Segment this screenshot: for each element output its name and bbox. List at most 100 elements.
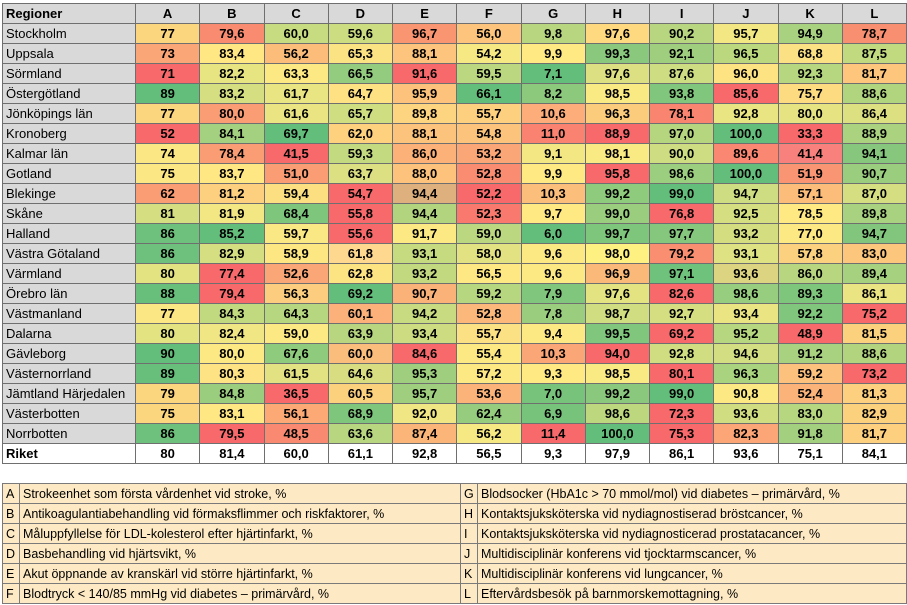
value-cell: 52,6 bbox=[263, 263, 329, 284]
legend-key: I bbox=[460, 523, 478, 544]
legend-key: C bbox=[2, 523, 20, 544]
table-row: Kronoberg 52 84,1 69,7 62,0 88,1 54,8 11,0 88,9 9… bbox=[2, 123, 907, 144]
value-cell: 9,4 bbox=[520, 323, 586, 344]
table-body: Stockholm 77 79,6 60,0 59,6 96,7 56,0 9,8 97,6 90… bbox=[2, 23, 907, 464]
value-cell: 93,6 bbox=[713, 403, 779, 424]
value-cell: 95,8 bbox=[584, 163, 651, 184]
value-cell: 57,8 bbox=[777, 243, 843, 264]
value-cell: 7,8 bbox=[520, 303, 586, 324]
legend-row: A Strokeenhet som första vårdenhet vid st… bbox=[2, 483, 907, 504]
total-value-cell: 80 bbox=[134, 443, 201, 464]
value-cell: 82,2 bbox=[199, 63, 265, 84]
value-cell: 90,7 bbox=[841, 163, 907, 184]
total-value-cell: 84,1 bbox=[841, 443, 907, 464]
region-name: Västerbotten bbox=[2, 403, 136, 424]
value-cell: 10,6 bbox=[520, 103, 586, 124]
value-cell: 100,0 bbox=[713, 123, 779, 144]
value-cell: 81,3 bbox=[841, 383, 907, 404]
value-cell: 61,5 bbox=[263, 363, 329, 384]
value-cell: 94,0 bbox=[584, 343, 651, 364]
value-cell: 96,7 bbox=[391, 23, 458, 44]
legend-row: D Basbehandling vid hjärtsvikt, % J Multidi… bbox=[2, 543, 907, 564]
legend-key: B bbox=[2, 503, 20, 524]
value-cell: 98,5 bbox=[584, 363, 651, 384]
total-value-cell: 93,6 bbox=[713, 443, 779, 464]
value-cell: 86,0 bbox=[777, 263, 843, 284]
value-cell: 9,6 bbox=[520, 263, 586, 284]
value-cell: 97,7 bbox=[648, 223, 715, 244]
value-cell: 61,8 bbox=[327, 243, 394, 264]
legend-description: Multidisciplinär konferens vid lungcance… bbox=[477, 563, 907, 584]
value-cell: 59,2 bbox=[777, 363, 843, 384]
value-cell: 51,9 bbox=[777, 163, 843, 184]
value-cell: 88,0 bbox=[391, 163, 458, 184]
total-value-cell: 81,4 bbox=[199, 443, 265, 464]
value-cell: 91,7 bbox=[391, 223, 458, 244]
value-cell: 99,0 bbox=[648, 183, 715, 204]
table-row: Stockholm 77 79,6 60,0 59,6 96,7 56,0 9,8 97,6 90… bbox=[2, 23, 907, 44]
value-cell: 52,4 bbox=[777, 383, 843, 404]
value-cell: 80 bbox=[134, 263, 201, 284]
value-cell: 9,1 bbox=[520, 143, 586, 164]
value-cell: 59,0 bbox=[263, 323, 329, 344]
value-cell: 85,2 bbox=[199, 223, 265, 244]
value-cell: 68,4 bbox=[263, 203, 329, 224]
value-cell: 92,0 bbox=[391, 403, 458, 424]
value-cell: 98,5 bbox=[584, 83, 651, 104]
value-cell: 99,0 bbox=[584, 203, 651, 224]
value-cell: 94,6 bbox=[713, 343, 779, 364]
value-cell: 94,4 bbox=[391, 183, 458, 204]
table-row: Sörmland 71 82,2 63,3 66,5 91,6 59,5 7,1 97,6 87,… bbox=[2, 63, 907, 84]
value-cell: 89,6 bbox=[713, 143, 779, 164]
value-cell: 82,6 bbox=[648, 283, 715, 304]
value-cell: 63,3 bbox=[263, 63, 329, 84]
value-cell: 75,2 bbox=[841, 303, 907, 324]
value-cell: 89 bbox=[134, 363, 201, 384]
value-cell: 7,1 bbox=[520, 63, 586, 84]
value-cell: 80,1 bbox=[648, 363, 715, 384]
value-cell: 7,0 bbox=[520, 383, 586, 404]
value-cell: 52,2 bbox=[456, 183, 522, 204]
value-cell: 93,4 bbox=[391, 323, 458, 344]
legend-description: Eftervårdsbesök på barnmorskemottagning,… bbox=[477, 583, 907, 604]
value-cell: 56,0 bbox=[456, 23, 522, 44]
legend-description: Blodtryck < 140/85 mmHg vid diabetes – p… bbox=[19, 583, 461, 604]
value-cell: 10,3 bbox=[520, 183, 586, 204]
value-cell: 69,2 bbox=[648, 323, 715, 344]
region-name: Jönköpings län bbox=[2, 103, 136, 124]
value-cell: 67,6 bbox=[263, 343, 329, 364]
value-cell: 9,7 bbox=[520, 203, 586, 224]
value-cell: 86,0 bbox=[391, 143, 458, 164]
value-cell: 82,9 bbox=[841, 403, 907, 424]
value-cell: 8,2 bbox=[520, 83, 586, 104]
value-cell: 98,1 bbox=[584, 143, 651, 164]
legend-description: Multidisciplinär konferens vid tjocktarm… bbox=[477, 543, 907, 564]
value-cell: 58,9 bbox=[263, 243, 329, 264]
value-cell: 77 bbox=[134, 303, 201, 324]
value-cell: 80,0 bbox=[199, 343, 265, 364]
region-name: Gotland bbox=[2, 163, 136, 184]
region-name: Blekinge bbox=[2, 183, 136, 204]
value-cell: 92,8 bbox=[713, 103, 779, 124]
legend-key: J bbox=[460, 543, 478, 564]
legend-body: A Strokeenhet som första vårdenhet vid st… bbox=[2, 483, 907, 604]
value-cell: 81 bbox=[134, 203, 201, 224]
value-cell: 91,8 bbox=[777, 423, 843, 444]
value-cell: 77 bbox=[134, 23, 201, 44]
value-cell: 98,6 bbox=[713, 283, 779, 304]
value-cell: 94,9 bbox=[777, 23, 843, 44]
value-cell: 79 bbox=[134, 383, 201, 404]
value-cell: 84,1 bbox=[199, 123, 265, 144]
value-cell: 93,1 bbox=[713, 243, 779, 264]
value-cell: 76,8 bbox=[648, 203, 715, 224]
value-cell: 64,3 bbox=[263, 303, 329, 324]
value-cell: 93,4 bbox=[713, 303, 779, 324]
column-header: B bbox=[199, 3, 265, 24]
value-cell: 95,7 bbox=[391, 383, 458, 404]
value-cell: 59,2 bbox=[456, 283, 522, 304]
column-header: L bbox=[841, 3, 907, 24]
indicator-legend: A Strokeenhet som första vårdenhet vid st… bbox=[2, 483, 907, 604]
total-label: Riket bbox=[2, 443, 136, 464]
value-cell: 96,3 bbox=[584, 103, 651, 124]
